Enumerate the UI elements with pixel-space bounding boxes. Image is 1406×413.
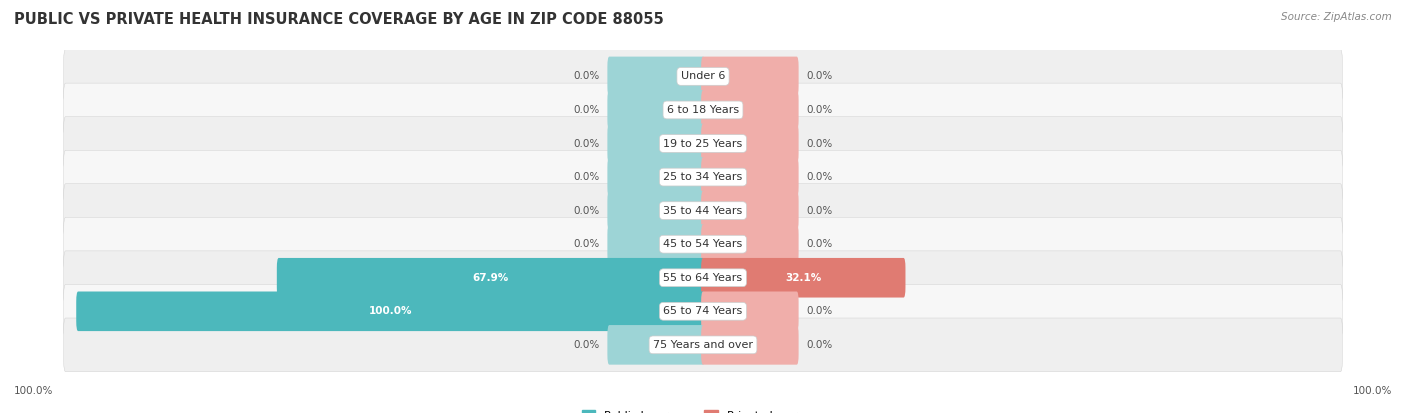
FancyBboxPatch shape <box>702 57 799 96</box>
FancyBboxPatch shape <box>63 116 1343 170</box>
Text: 0.0%: 0.0% <box>574 105 600 115</box>
Text: 100.0%: 100.0% <box>1353 387 1392 396</box>
Text: 0.0%: 0.0% <box>574 71 600 81</box>
FancyBboxPatch shape <box>63 318 1343 372</box>
FancyBboxPatch shape <box>607 157 704 197</box>
FancyBboxPatch shape <box>63 50 1343 103</box>
FancyBboxPatch shape <box>702 124 799 163</box>
Text: 0.0%: 0.0% <box>574 138 600 149</box>
FancyBboxPatch shape <box>63 150 1343 204</box>
Text: 100.0%: 100.0% <box>368 306 412 316</box>
Text: 0.0%: 0.0% <box>806 306 832 316</box>
FancyBboxPatch shape <box>63 184 1343 237</box>
Text: 19 to 25 Years: 19 to 25 Years <box>664 138 742 149</box>
Text: PUBLIC VS PRIVATE HEALTH INSURANCE COVERAGE BY AGE IN ZIP CODE 88055: PUBLIC VS PRIVATE HEALTH INSURANCE COVER… <box>14 12 664 27</box>
Text: Under 6: Under 6 <box>681 71 725 81</box>
Text: 35 to 44 Years: 35 to 44 Years <box>664 206 742 216</box>
FancyBboxPatch shape <box>607 90 704 130</box>
FancyBboxPatch shape <box>702 90 799 130</box>
Legend: Public Insurance, Private Insurance: Public Insurance, Private Insurance <box>579 407 827 413</box>
FancyBboxPatch shape <box>63 217 1343 271</box>
FancyBboxPatch shape <box>607 191 704 230</box>
Text: 0.0%: 0.0% <box>806 340 832 350</box>
Text: 0.0%: 0.0% <box>806 172 832 182</box>
FancyBboxPatch shape <box>607 325 704 365</box>
FancyBboxPatch shape <box>702 258 905 297</box>
FancyBboxPatch shape <box>277 258 704 297</box>
Text: 6 to 18 Years: 6 to 18 Years <box>666 105 740 115</box>
FancyBboxPatch shape <box>63 285 1343 338</box>
Text: 0.0%: 0.0% <box>574 239 600 249</box>
FancyBboxPatch shape <box>702 292 799 331</box>
FancyBboxPatch shape <box>607 57 704 96</box>
Text: 67.9%: 67.9% <box>472 273 509 283</box>
Text: 32.1%: 32.1% <box>785 273 821 283</box>
Text: 100.0%: 100.0% <box>14 387 53 396</box>
Text: 45 to 54 Years: 45 to 54 Years <box>664 239 742 249</box>
Text: 0.0%: 0.0% <box>574 206 600 216</box>
Text: 0.0%: 0.0% <box>806 239 832 249</box>
FancyBboxPatch shape <box>63 251 1343 305</box>
Text: Source: ZipAtlas.com: Source: ZipAtlas.com <box>1281 12 1392 22</box>
Text: 0.0%: 0.0% <box>806 206 832 216</box>
FancyBboxPatch shape <box>702 325 799 365</box>
FancyBboxPatch shape <box>76 292 704 331</box>
Text: 65 to 74 Years: 65 to 74 Years <box>664 306 742 316</box>
Text: 0.0%: 0.0% <box>806 138 832 149</box>
FancyBboxPatch shape <box>63 83 1343 137</box>
FancyBboxPatch shape <box>702 191 799 230</box>
Text: 0.0%: 0.0% <box>574 172 600 182</box>
Text: 0.0%: 0.0% <box>806 105 832 115</box>
Text: 0.0%: 0.0% <box>806 71 832 81</box>
FancyBboxPatch shape <box>702 224 799 264</box>
FancyBboxPatch shape <box>607 224 704 264</box>
Text: 25 to 34 Years: 25 to 34 Years <box>664 172 742 182</box>
FancyBboxPatch shape <box>607 124 704 163</box>
Text: 75 Years and over: 75 Years and over <box>652 340 754 350</box>
Text: 0.0%: 0.0% <box>574 340 600 350</box>
FancyBboxPatch shape <box>702 157 799 197</box>
Text: 55 to 64 Years: 55 to 64 Years <box>664 273 742 283</box>
